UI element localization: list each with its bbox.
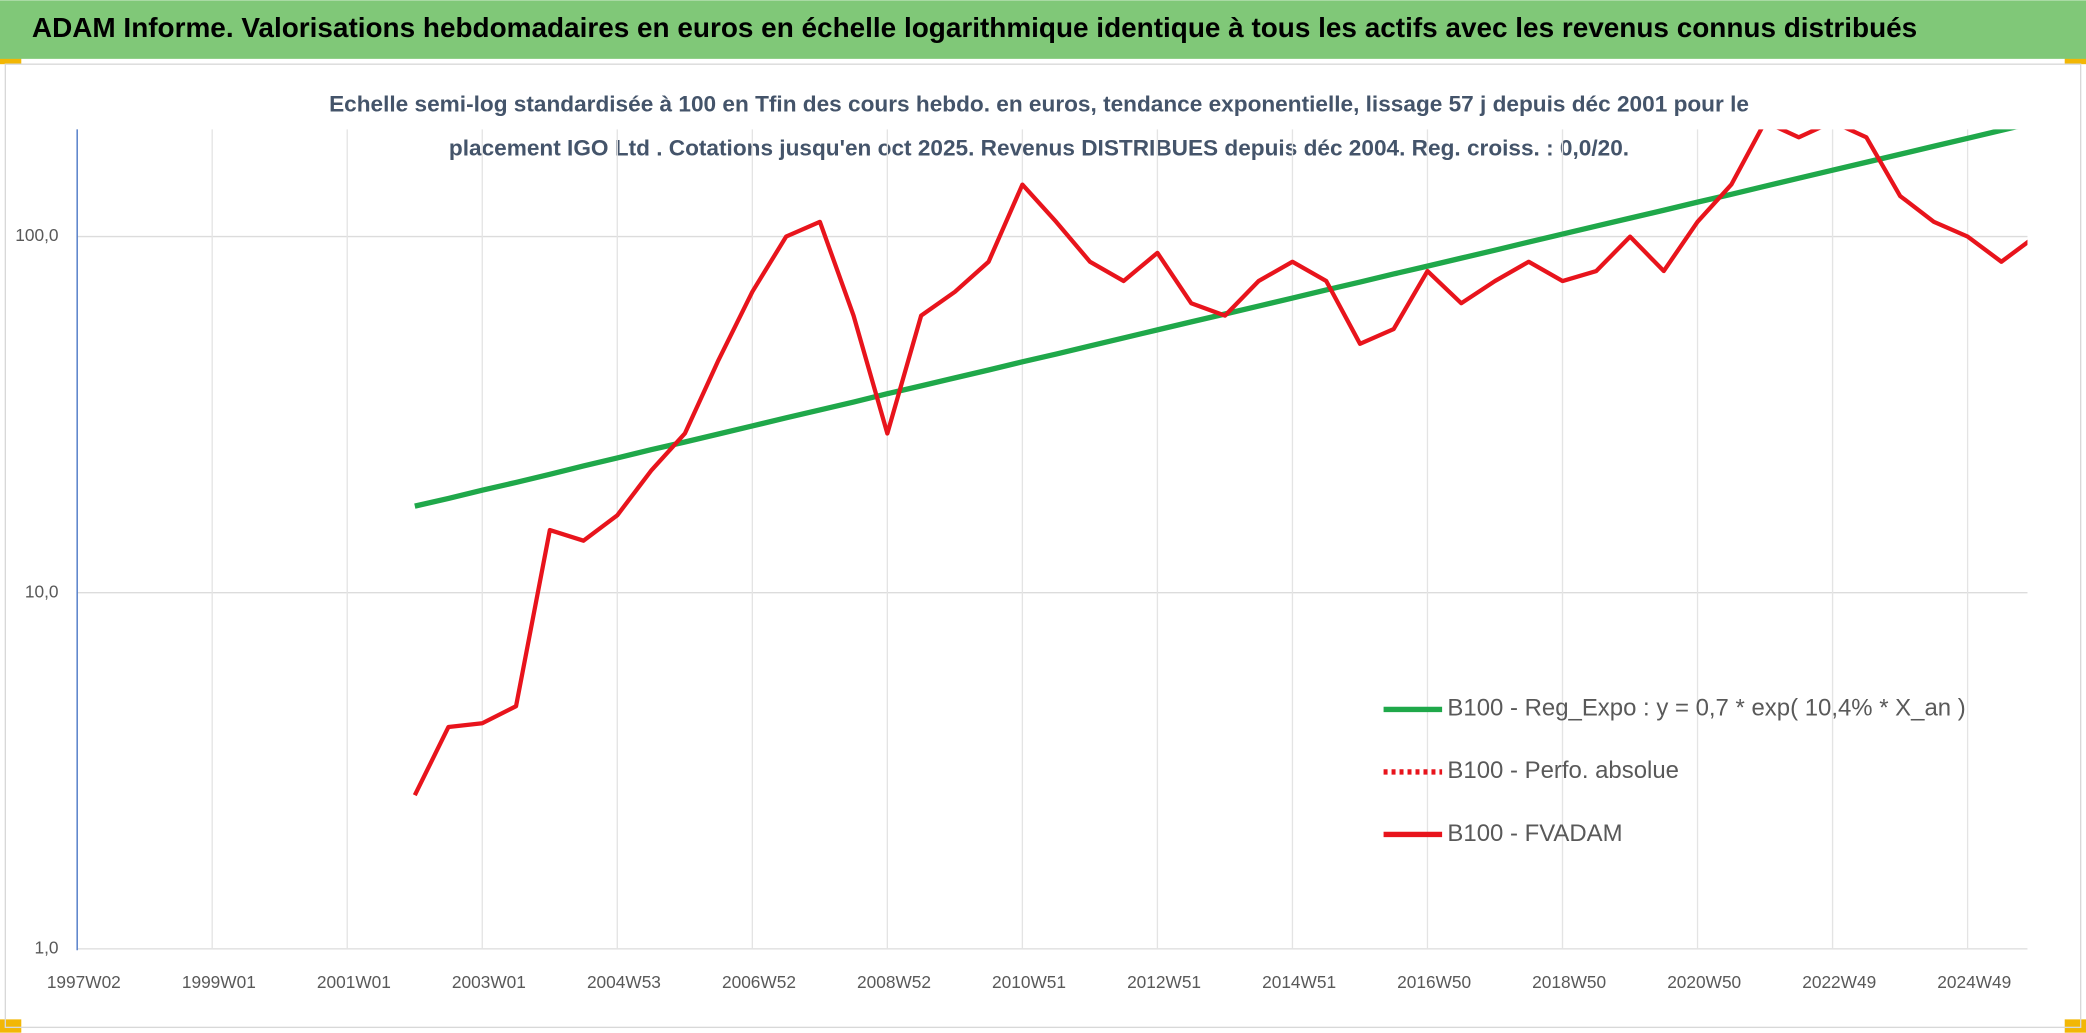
x-tick-label: 1999W01 <box>182 972 256 992</box>
x-tick-label: 2012W51 <box>1127 972 1201 992</box>
legend-label: B100 - Reg_Expo : y = 0,7 * exp( 10,4% *… <box>1447 695 1965 722</box>
legend-label: B100 - FVADAM <box>1447 820 1622 847</box>
x-tick-label: 2016W50 <box>1397 972 1471 992</box>
subtitle: Echelle semi-log standardisée à 100 en T… <box>329 91 1749 116</box>
series-line <box>412 129 2028 797</box>
x-tick-label: 2008W52 <box>857 972 931 992</box>
y-tick-label: 10,0 <box>25 581 59 601</box>
y-tick-label: 100,0 <box>15 225 58 245</box>
subtitle: placement IGO Ltd . Cotations jusqu'en o… <box>449 135 1629 160</box>
x-tick-label: 2020W50 <box>1667 972 1741 992</box>
title-bar <box>0 0 2086 59</box>
y-tick-label: 1,0 <box>35 937 59 957</box>
x-tick-label: 2006W52 <box>722 972 796 992</box>
x-tick-label: 1997W02 <box>47 972 121 992</box>
x-tick-label: 2014W51 <box>1262 972 1336 992</box>
x-tick-label: 2010W51 <box>992 972 1066 992</box>
legend-label: B100 - Perfo. absolue <box>1447 757 1679 784</box>
x-tick-label: 2003W01 <box>452 972 526 992</box>
x-tick-label: 2024W49 <box>1937 972 2011 992</box>
x-tick-label: 2022W49 <box>1802 972 1876 992</box>
x-tick-label: 2004W53 <box>587 972 661 992</box>
frame <box>4 63 2082 1029</box>
x-tick-label: 2018W50 <box>1532 972 1606 992</box>
x-tick-label: 2001W01 <box>317 972 391 992</box>
corner <box>2064 1019 2086 1033</box>
chart-title: ADAM Informe. Valorisations hebdomadaire… <box>32 12 1917 43</box>
corner <box>0 1019 22 1033</box>
